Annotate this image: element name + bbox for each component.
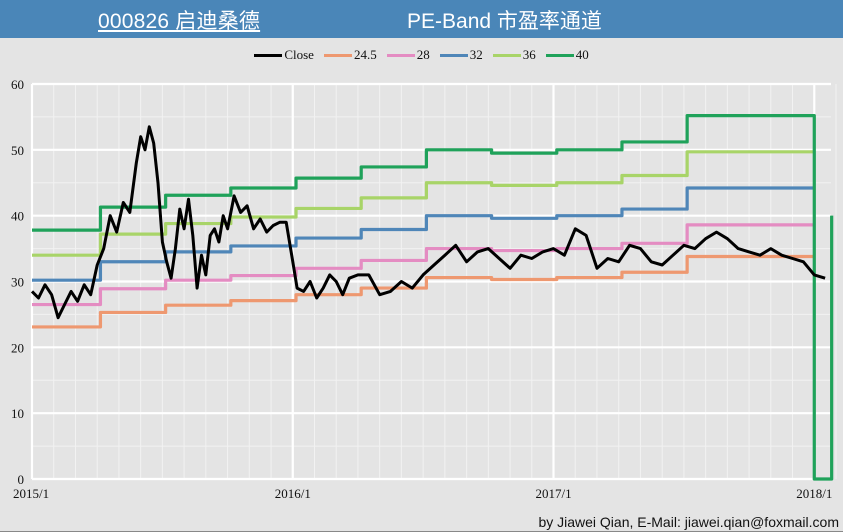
svg-text:30: 30	[11, 275, 24, 290]
svg-text:0: 0	[18, 472, 25, 487]
stock-title-link[interactable]: 000826 启迪桑德	[98, 10, 261, 33]
svg-text:2018/1: 2018/1	[796, 486, 832, 501]
legend-item-close: Close	[254, 47, 314, 63]
chart-title: PE-Band 市盈率通道	[407, 10, 602, 33]
legend-swatch-icon	[254, 53, 283, 57]
svg-text:40: 40	[11, 209, 24, 224]
legend-swatch-icon	[439, 53, 468, 57]
legend-swatch-icon	[545, 53, 574, 57]
legend-item-40: 40	[545, 47, 589, 63]
legend-item-28: 28	[386, 47, 430, 63]
legend-item-36: 36	[492, 47, 536, 63]
svg-text:2016/1: 2016/1	[275, 486, 311, 501]
legend-swatch-icon	[386, 53, 415, 57]
svg-text:20: 20	[11, 340, 24, 355]
legend-item-32: 32	[439, 47, 483, 63]
pe-band-lines	[32, 114, 834, 481]
svg-text:10: 10	[11, 406, 24, 421]
axis-labels: 0 10 20 30 40 50 60 2015/1 2016/1 2017/1 2018/1	[11, 77, 832, 501]
legend-swatch-icon	[323, 53, 352, 57]
legend-item-24-5: 24.5	[323, 47, 377, 63]
svg-text:60: 60	[11, 77, 24, 92]
close-price-line	[30, 125, 826, 320]
legend: Close 24.5 28 32 36 40	[0, 47, 843, 63]
legend-swatch-icon	[492, 53, 521, 57]
svg-text:2017/1: 2017/1	[536, 486, 572, 501]
svg-text:50: 50	[11, 143, 24, 158]
header-bar: 000826 启迪桑德 PE-Band 市盈率通道	[0, 0, 843, 38]
svg-text:2015/1: 2015/1	[13, 486, 49, 501]
author-credit: by Jiawei Qian, E-Mail: jiawei.qian@foxm…	[538, 514, 839, 530]
